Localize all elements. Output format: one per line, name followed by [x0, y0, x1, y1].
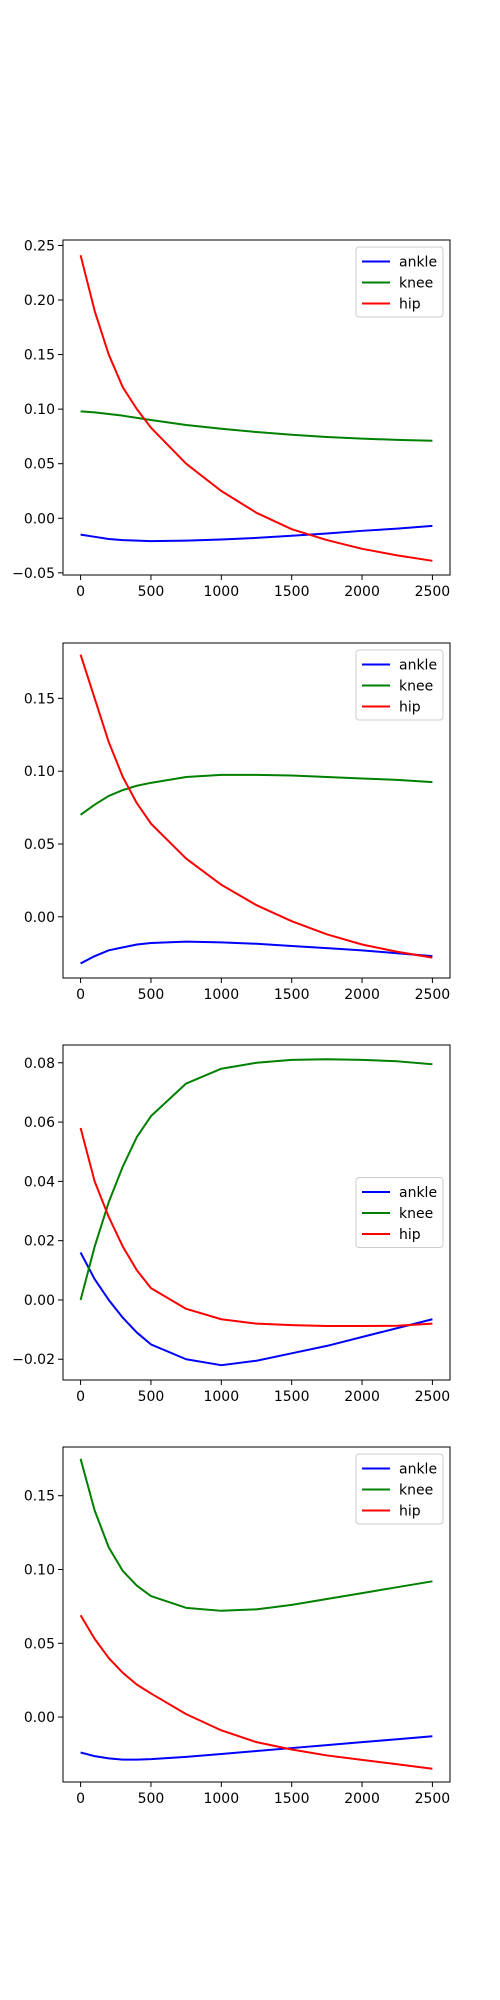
x-tick-label: 1000: [203, 584, 239, 600]
x-tick-label: 2000: [344, 1389, 380, 1405]
legend-label-ankle: ankle: [399, 1185, 437, 1201]
legend-label-ankle: ankle: [399, 658, 437, 674]
series-line-ankle: [79, 1252, 433, 1367]
y-tick-label: 0.20: [24, 293, 55, 309]
legend-label-hip: hip: [399, 297, 421, 313]
x-tick-label: 1000: [203, 987, 239, 1003]
legend-box: [355, 1177, 444, 1248]
series-line-hip: [79, 1127, 433, 1328]
y-tick-label: 0.10: [24, 1562, 55, 1578]
subplot-3: 0 500 1000 1500 2000 2500 −0.02 0.00 0.02 0.04 0.0…: [12, 1044, 451, 1405]
y-tick-label: 0.10: [24, 402, 55, 418]
axes-frame: [62, 1044, 451, 1381]
legend: ankle knee hip: [355, 246, 444, 318]
y-tick-label: 0.06: [24, 1115, 55, 1131]
y-tick-label: 0.02: [24, 1234, 55, 1250]
x-tick-label: 1000: [203, 1791, 239, 1807]
series-line-ankle: [80, 940, 433, 965]
x-tick-label: 500: [138, 1791, 165, 1807]
legend-label-knee: knee: [399, 1483, 433, 1499]
legend-label-hip: hip: [399, 700, 421, 716]
x-tick-label: 2000: [344, 1791, 380, 1807]
y-tick-label: 0.05: [24, 837, 55, 853]
x-tick-label: 0: [76, 584, 85, 600]
series-line-hip: [79, 255, 433, 562]
legend-label-knee: knee: [399, 679, 433, 695]
x-tick-label: 2000: [344, 584, 380, 600]
legend-label-ankle: ankle: [399, 1462, 437, 1478]
x-tick-label: 500: [138, 987, 165, 1003]
x-tick-label: 1500: [274, 1791, 310, 1807]
y-tick-label: 0.00: [24, 1293, 55, 1309]
y-tick-label: 0.05: [24, 457, 55, 473]
y-tick-label: 0.15: [24, 1489, 55, 1505]
legend-box: [355, 246, 444, 318]
subplot-2: 0 500 1000 1500 2000 2500 0.00 0.05 0.10 0.15 ankl…: [24, 642, 451, 1003]
x-tick-label: 2500: [415, 987, 451, 1003]
x-tick-label: 1500: [274, 987, 310, 1003]
y-tick-label: 0.00: [24, 1710, 55, 1726]
y-tick-label: 0.15: [24, 691, 55, 707]
x-tick-label: 1500: [274, 1389, 310, 1405]
series-line-knee: [80, 410, 433, 442]
axes-frame: [62, 1446, 451, 1783]
legend: ankle knee hip: [355, 1177, 444, 1248]
x-tick-label: 1500: [274, 584, 310, 600]
x-tick-label: 500: [138, 584, 165, 600]
y-tick-label: −0.05: [12, 566, 55, 582]
series-line-knee: [79, 1458, 433, 1612]
series-line-knee: [80, 773, 433, 816]
legend: ankle knee hip: [355, 1453, 444, 1525]
axes-frame: [62, 642, 451, 979]
legend-label-knee: knee: [399, 276, 433, 292]
x-tick-label: 0: [76, 1389, 85, 1405]
x-tick-label: 2500: [415, 1791, 451, 1807]
y-tick-label: 0.04: [24, 1174, 55, 1190]
axes-frame: [62, 239, 451, 576]
series-line-ankle: [80, 1735, 433, 1761]
x-tick-label: 2500: [415, 584, 451, 600]
y-tick-label: 0.00: [24, 511, 55, 527]
x-tick-label: 0: [76, 1791, 85, 1807]
x-tick-label: 500: [138, 1389, 165, 1405]
series-line-knee: [79, 1058, 433, 1301]
legend-box: [355, 649, 444, 721]
legend-label-ankle: ankle: [399, 255, 437, 271]
x-tick-label: 1000: [203, 1389, 239, 1405]
y-tick-label: 0.08: [24, 1056, 55, 1072]
y-tick-label: 0.25: [24, 238, 55, 254]
x-tick-label: 2000: [344, 987, 380, 1003]
series-line-hip: [79, 654, 433, 959]
legend-label-knee: knee: [399, 1206, 433, 1222]
subplot-1: 0 500 1000 1500 2000 2500 −0.05 0.00 0.05 0.10 0.1…: [12, 238, 451, 600]
series-line-ankle: [80, 524, 433, 543]
subplot-4: 0 500 1000 1500 2000 2500 0.00 0.05 0.10 0.15 ankl…: [24, 1446, 451, 1807]
x-tick-label: 0: [76, 987, 85, 1003]
x-tick-label: 2500: [415, 1389, 451, 1405]
y-tick-label: −0.02: [12, 1352, 55, 1368]
legend-label-hip: hip: [399, 1227, 421, 1243]
y-tick-label: 0.00: [24, 910, 55, 926]
y-tick-label: 0.10: [24, 764, 55, 780]
legend-box: [355, 1453, 444, 1525]
series-line-hip: [79, 1614, 433, 1770]
legend: ankle knee hip: [355, 649, 444, 721]
y-tick-label: 0.15: [24, 348, 55, 364]
legend-label-hip: hip: [399, 1504, 421, 1520]
y-tick-label: 0.05: [24, 1636, 55, 1652]
